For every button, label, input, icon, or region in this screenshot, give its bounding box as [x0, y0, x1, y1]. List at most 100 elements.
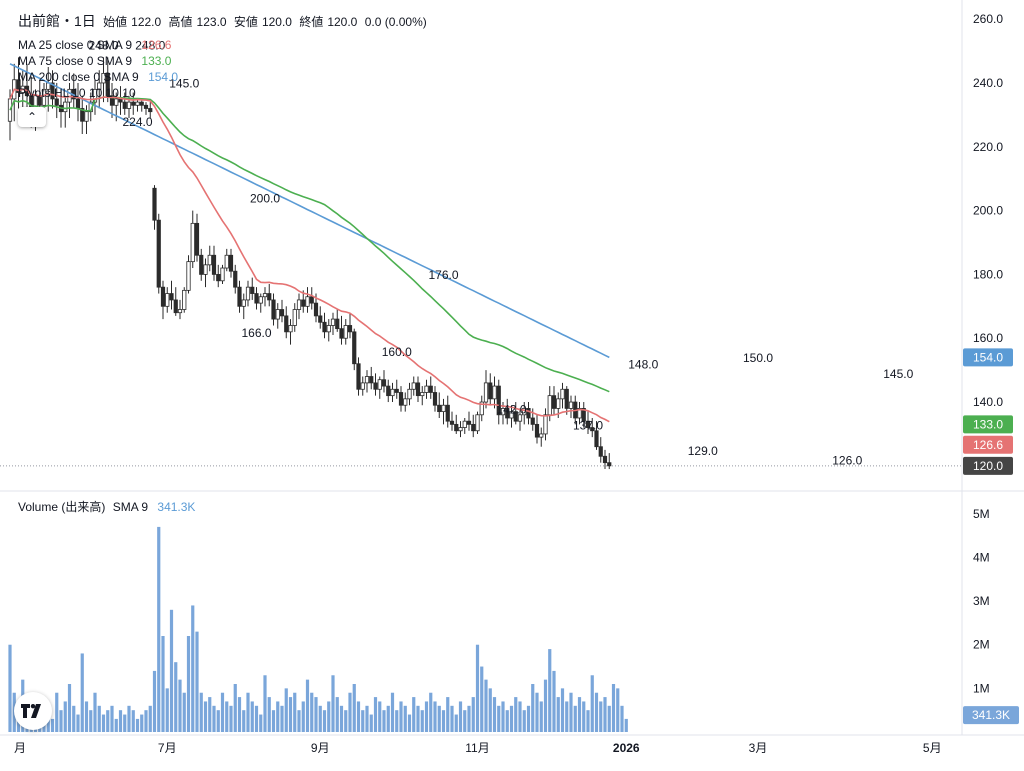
volume-bar	[556, 697, 560, 732]
price-badge	[963, 348, 1013, 367]
volume-bar	[390, 692, 395, 732]
volume-bar	[560, 688, 565, 732]
candle-body	[534, 423, 540, 438]
candle-body	[254, 293, 259, 304]
pivot-labels: 248.0 248.0 145.0 224.0 200.0 166.0 176.0 160.0…	[88, 38, 913, 467]
volume-bar	[603, 697, 607, 732]
candle-body	[80, 108, 85, 122]
volume-tick-label: 4M	[973, 550, 990, 564]
volume-bar	[72, 705, 76, 732]
candle-body	[556, 398, 561, 409]
candle-body	[258, 296, 263, 304]
pivot-label: 145.0	[169, 77, 199, 91]
price-tick-label: 140.0	[973, 395, 1003, 409]
volume-bar	[492, 697, 497, 732]
volume-bar	[259, 714, 263, 732]
volume-bar	[433, 701, 437, 732]
price-badges: 154.0 133.0 126.6 120.0 341.3K	[963, 348, 1019, 725]
volume-bar	[174, 662, 178, 732]
candle-body	[97, 82, 102, 90]
volume-bar	[280, 705, 284, 732]
indicator-ma200[interactable]: MA 200 close 0 SMA 9 154.0	[18, 70, 182, 85]
volume-bar	[339, 705, 344, 732]
candle-body	[526, 408, 531, 419]
volume-bar	[484, 679, 488, 732]
price-tick-label: 240.0	[973, 76, 1003, 90]
candle-body	[54, 98, 59, 106]
volume-bar	[429, 692, 433, 732]
volume-bar	[463, 710, 467, 732]
volume-tick-label: 1M	[973, 681, 990, 695]
candle-body	[602, 455, 608, 464]
candle-body	[513, 411, 518, 422]
volume-bar	[157, 526, 161, 732]
collapse-legend-button[interactable]: ⌃	[18, 107, 46, 127]
candle-body	[386, 385, 391, 397]
volume-bar	[106, 710, 110, 732]
candle-body	[109, 95, 115, 106]
volume-bar	[488, 688, 492, 732]
candle-body	[182, 289, 187, 310]
candle-body	[598, 446, 603, 457]
symbol-title[interactable]: 出前館・1日	[18, 13, 96, 29]
ma200-value: 154.0	[148, 70, 179, 84]
candle-body	[211, 254, 217, 275]
volume-header[interactable]: Volume (出来高) SMA 9 341.3K	[18, 500, 199, 515]
candle-body	[530, 417, 535, 425]
volume-bar	[620, 705, 624, 732]
price-badge	[963, 456, 1013, 475]
volume-bar	[246, 692, 250, 732]
volume-bar	[97, 705, 101, 732]
volume-bar	[310, 692, 314, 732]
candle-body	[607, 462, 612, 467]
candle-body	[279, 309, 285, 317]
candle-body	[152, 187, 157, 221]
volume-bar	[335, 697, 339, 732]
time-tick-label: 5月	[923, 741, 942, 755]
ma75-label: MA 75 close 0 SMA 9	[18, 54, 133, 68]
volume-bar	[225, 701, 229, 732]
candle-body	[305, 296, 310, 307]
candle-body	[369, 376, 374, 384]
tradingview-logo-icon[interactable]	[14, 692, 52, 730]
price-badge	[963, 415, 1013, 434]
indicator-ma25[interactable]: MA 25 close 0 SMA 9 126.6	[18, 38, 175, 53]
indicator-ma75[interactable]: MA 75 close 0 SMA 9 133.0	[18, 54, 175, 69]
candle-body	[568, 401, 574, 409]
candle-body	[462, 420, 467, 428]
volume-bar	[165, 688, 169, 732]
candle-body	[122, 101, 127, 109]
volume-bar	[148, 705, 152, 732]
candle-body	[394, 388, 399, 393]
volume-bar	[288, 697, 293, 732]
volume-bar	[84, 701, 89, 732]
candle-body	[577, 408, 582, 419]
volume-bar	[373, 697, 378, 732]
volume-bar	[195, 631, 199, 732]
volume-bar	[505, 710, 509, 732]
candle-body	[233, 270, 238, 288]
volume-bar	[437, 705, 441, 732]
open-value: 122.0	[131, 15, 162, 29]
volume-badge-label: 341.3K	[972, 708, 1010, 722]
time-tick-label: 7月	[158, 741, 177, 755]
volume-bar	[446, 697, 450, 732]
volume-bar	[526, 705, 531, 732]
candle-body	[139, 101, 144, 106]
open-label: 始値	[103, 15, 128, 29]
volume-bar	[114, 718, 118, 732]
volume-bar	[590, 675, 594, 732]
candle-body	[488, 382, 493, 400]
volume-bar	[131, 710, 135, 732]
volume-bar	[67, 684, 72, 732]
ma200-label: MA 200 close 0 SMA 9	[18, 70, 139, 84]
volume-bar	[127, 705, 131, 732]
volume-bar	[594, 692, 599, 732]
indicator-pivots[interactable]: Pivots HL 10 10 10 10	[18, 86, 140, 101]
price-badge-label: 154.0	[973, 350, 1003, 364]
candle-body	[373, 382, 378, 390]
candle-body	[585, 420, 591, 428]
candle-body	[415, 382, 421, 397]
volume-sma-value: 341.3K	[157, 500, 196, 514]
